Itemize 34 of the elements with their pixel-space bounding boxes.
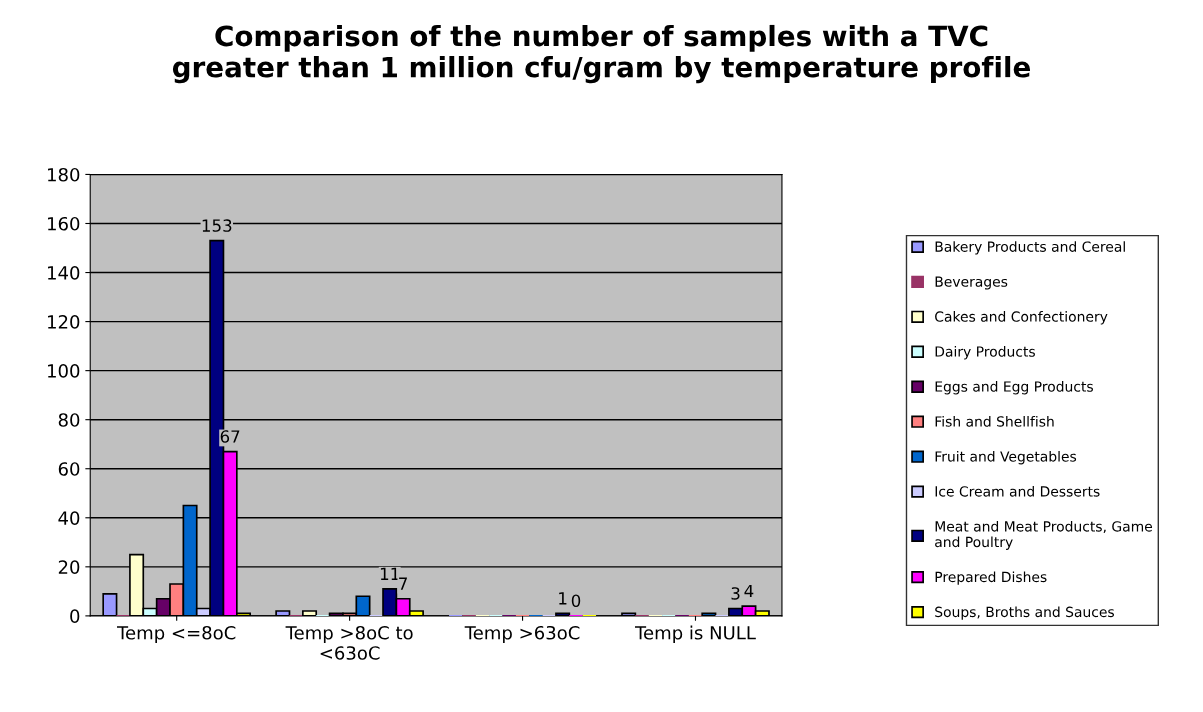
y-tick-label: 60 bbox=[58, 462, 80, 476]
y-tick-label: 0 bbox=[70, 609, 80, 623]
y-tick-label: 20 bbox=[58, 560, 80, 574]
y-tick-label: 160 bbox=[48, 216, 80, 231]
legend-label: Eggs and Egg Products bbox=[935, 381, 1093, 395]
legend-label: Fruit and Vegetables bbox=[935, 450, 1077, 465]
data-label: 153 bbox=[202, 219, 232, 232]
data-label: 0 bbox=[571, 594, 581, 608]
x-tick-label: Temp <=8oC bbox=[117, 625, 236, 644]
data-label: 67 bbox=[220, 430, 240, 443]
legend-label: Fish and Shellfish bbox=[935, 415, 1054, 427]
x-tick-label: Temp >8oC to <63oC bbox=[285, 625, 413, 660]
data-label: 3 bbox=[731, 587, 740, 600]
legend-label: Ice Cream and Desserts bbox=[935, 485, 1100, 497]
y-tick-label: 40 bbox=[58, 511, 80, 525]
legend-label: Meat and Meat Products, Game and Poultry bbox=[935, 520, 1153, 550]
y-tick-label: 120 bbox=[48, 315, 80, 329]
y-tick-label: 180 bbox=[48, 167, 80, 182]
chart-title: Comparison of the number of samples with a TVC greater than 1 million cfu/gram by temperature profile bbox=[172, 24, 1030, 84]
data-label: 11 bbox=[380, 567, 399, 580]
x-tick-label: Temp is NULL bbox=[635, 625, 756, 644]
legend-label: Beverages bbox=[935, 276, 1008, 290]
legend-label: Prepared Dishes bbox=[935, 571, 1047, 585]
x-tick-label: Temp >63oC bbox=[464, 625, 580, 644]
legend-label: Dairy Products bbox=[935, 346, 1035, 360]
legend-label: Bakery Products and Cereal bbox=[935, 241, 1125, 255]
y-tick-label: 100 bbox=[48, 364, 80, 378]
legend-label: Soups, Broths and Sauces bbox=[935, 606, 1114, 620]
data-label: 7 bbox=[399, 577, 407, 590]
data-label: 1 bbox=[559, 592, 567, 605]
data-label: 4 bbox=[744, 584, 754, 598]
y-tick-label: 80 bbox=[58, 413, 80, 427]
legend-label: Cakes and Confectionery bbox=[935, 311, 1108, 325]
y-tick-label: 140 bbox=[48, 266, 80, 280]
